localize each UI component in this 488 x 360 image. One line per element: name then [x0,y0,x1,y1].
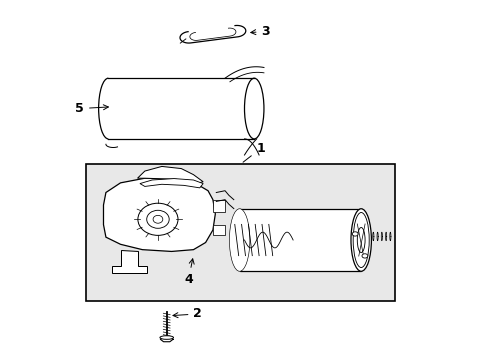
Text: 4: 4 [184,259,194,286]
Ellipse shape [229,209,249,271]
Text: 2: 2 [173,307,202,320]
Ellipse shape [138,203,178,235]
Ellipse shape [146,210,169,228]
Polygon shape [112,249,147,273]
Ellipse shape [351,232,357,236]
Bar [212,200,224,212]
Text: 3: 3 [250,25,269,38]
Polygon shape [103,178,215,251]
Ellipse shape [153,215,163,223]
Ellipse shape [350,209,371,271]
Ellipse shape [361,254,367,258]
Ellipse shape [160,336,173,339]
Bar [86,164,394,301]
Bar [239,209,361,271]
Polygon shape [137,166,203,184]
Polygon shape [140,179,203,188]
Bar [212,225,224,235]
Ellipse shape [357,228,365,252]
Text: 5: 5 [75,102,108,115]
Ellipse shape [352,212,368,267]
Text: 1: 1 [243,142,264,162]
